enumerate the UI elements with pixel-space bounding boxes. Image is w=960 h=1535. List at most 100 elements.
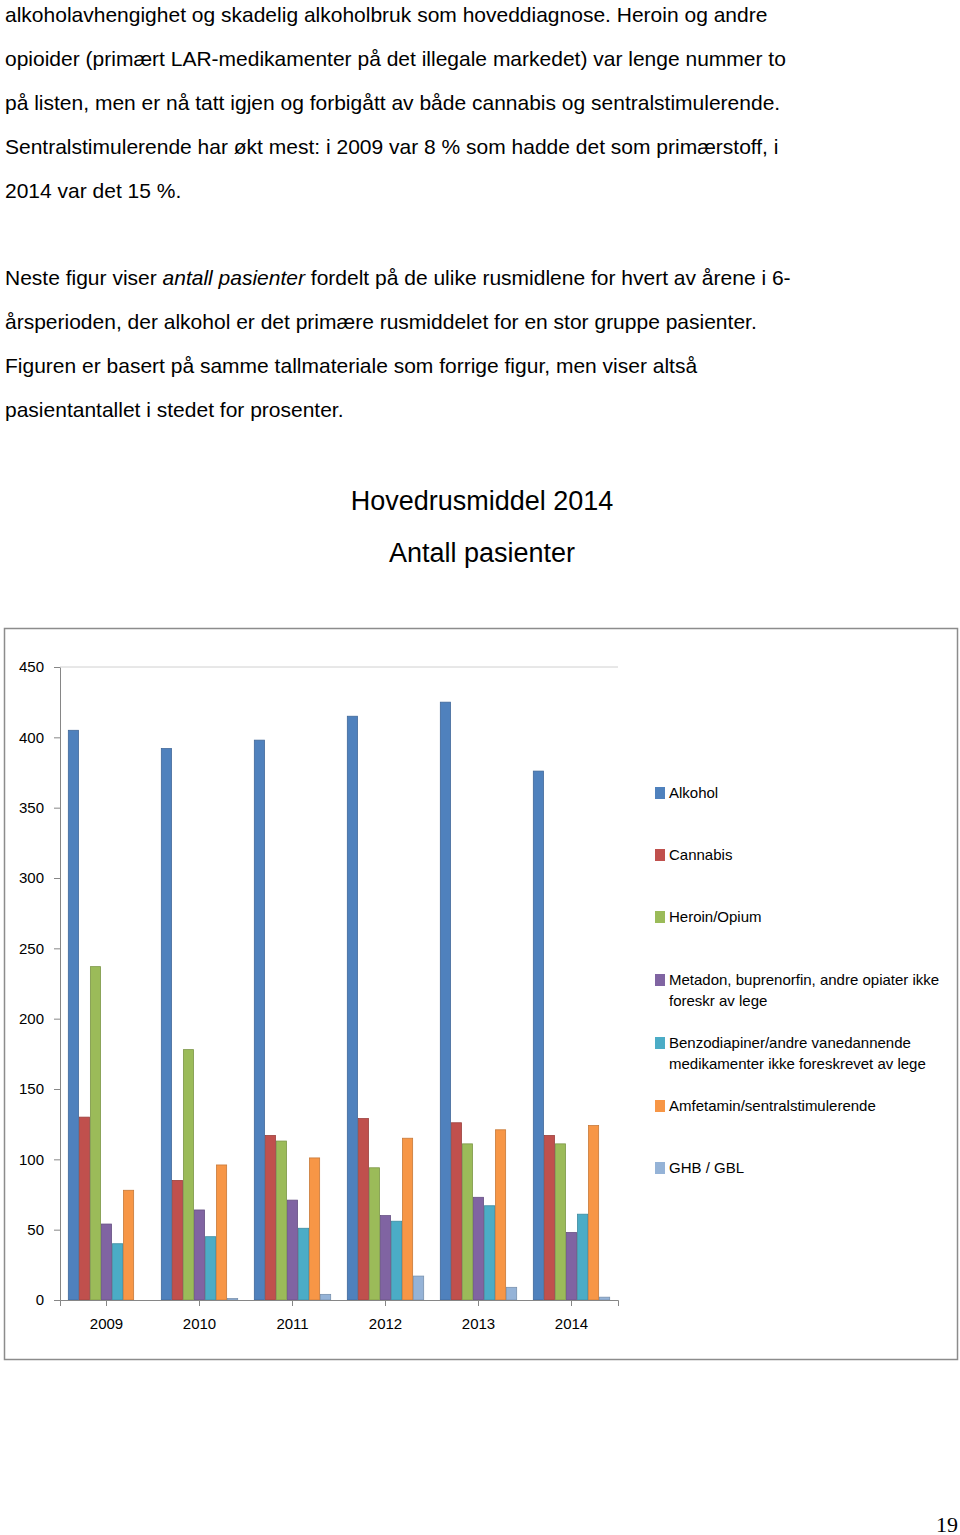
legend-swatch <box>655 911 665 923</box>
bar <box>183 1050 193 1300</box>
bar <box>451 1123 461 1300</box>
legend-label: Metadon, buprenorfin, andre opiater ikke… <box>669 971 939 1009</box>
legend-swatch <box>655 1162 665 1174</box>
page: alkoholavhengighet og skadelig alkoholbr… <box>0 0 960 1535</box>
legend-label: Heroin/Opium <box>669 908 762 925</box>
x-tick: 2014 <box>555 1300 588 1332</box>
bar-series <box>68 702 543 1300</box>
y-tick: 0 <box>36 1291 60 1308</box>
bar <box>135 1300 145 1301</box>
legend-label-line: GHB / GBL <box>669 1159 744 1176</box>
x-axis: 2009 2010 2011 2012 2013 2014 <box>61 1300 619 1332</box>
bar <box>347 716 357 1300</box>
page-number: 19 <box>936 1512 958 1535</box>
bar <box>265 1135 275 1300</box>
bar <box>402 1138 412 1300</box>
tick-label: 450 <box>19 658 44 675</box>
bar <box>358 1119 368 1300</box>
bar <box>462 1144 472 1300</box>
y-tick: 250 <box>19 940 60 957</box>
tick-label: 0 <box>36 1291 44 1308</box>
bar <box>205 1237 215 1300</box>
bar <box>484 1206 494 1300</box>
tick-mark <box>54 1019 60 1020</box>
legend-swatch <box>655 1037 665 1049</box>
legend-swatch <box>655 974 665 986</box>
tick-mark <box>54 737 60 738</box>
text-run: fordelt på de ulike rusmidlene for hvert… <box>305 266 791 289</box>
legend-label-line: Heroin/Opium <box>669 908 762 925</box>
x-tick: 2009 <box>90 1300 123 1332</box>
y-tick: 50 <box>27 1221 60 1238</box>
bar <box>600 1297 610 1300</box>
y-tick: 350 <box>19 799 60 816</box>
bar <box>544 1135 554 1300</box>
bar <box>276 1141 286 1300</box>
bar <box>228 1299 238 1300</box>
bar <box>369 1168 379 1300</box>
tick-label: 350 <box>19 799 44 816</box>
chart-title: Hovedrusmiddel 2014 <box>351 486 614 516</box>
text-run: opioider (primært LAR-medikamenter på de… <box>5 47 786 70</box>
chart-subtitle: Antall pasienter <box>389 538 575 568</box>
tick-label: 2012 <box>369 1315 402 1332</box>
tick-label: 2009 <box>90 1315 123 1332</box>
text-run: 2014 var det 15 %. <box>5 179 181 202</box>
paragraph-line: pasientantallet i stedet for prosenter. <box>5 398 344 421</box>
tick-mark <box>54 1089 60 1090</box>
tick-mark <box>199 1300 200 1306</box>
text-run: pasientantallet i stedet for prosenter. <box>5 398 344 421</box>
axis-line <box>61 1301 619 1307</box>
bar <box>495 1130 505 1300</box>
bars <box>68 702 609 1300</box>
legend-label: Alkohol <box>669 784 718 801</box>
x-tick: 2011 <box>276 1300 308 1332</box>
tick-label: 2013 <box>462 1315 495 1332</box>
legend-label: Cannabis <box>669 846 732 863</box>
text-run: antall pasienter <box>163 266 306 289</box>
legend-label-line: Metadon, buprenorfin, andre opiater ikke <box>669 971 939 988</box>
bar <box>380 1216 390 1300</box>
tick-mark <box>54 808 60 809</box>
tick-label: 50 <box>27 1221 44 1238</box>
legend-swatch <box>655 849 665 861</box>
y-tick: 100 <box>19 1151 60 1168</box>
tick-mark <box>54 1159 60 1160</box>
x-tick: 2012 <box>369 1300 402 1332</box>
bar <box>440 702 450 1300</box>
tick-mark <box>478 1300 479 1306</box>
paragraph-line: alkoholavhengighet og skadelig alkoholbr… <box>5 3 767 26</box>
legend-label-line: medikamenter ikke foreskrevet av lege <box>669 1055 926 1072</box>
bar <box>216 1165 226 1300</box>
tick-label: 150 <box>19 1080 44 1097</box>
paragraph-line: på listen, men er nå tatt igjen og forbi… <box>5 91 780 114</box>
text-run: alkoholavhengighet og skadelig alkoholbr… <box>5 3 767 26</box>
legend-label-line: foreskr av lege <box>669 992 767 1009</box>
bar <box>298 1228 308 1300</box>
bar <box>321 1294 331 1300</box>
bar <box>287 1200 297 1300</box>
tick-mark <box>54 1300 60 1301</box>
bar <box>414 1276 424 1300</box>
legend-label: GHB / GBL <box>669 1159 744 1176</box>
legend-swatch <box>655 787 665 799</box>
tick-label: 2010 <box>183 1315 216 1332</box>
bar <box>391 1221 401 1300</box>
paragraph-line: årsperioden, der alkohol er det primære … <box>5 310 757 333</box>
bar <box>533 771 543 1300</box>
y-tick: 150 <box>19 1080 60 1097</box>
tick-label: 400 <box>19 729 44 746</box>
tick-label: 2011 <box>276 1315 308 1332</box>
legend-label-line: Benzodiapiner/andre vanedannende <box>669 1034 911 1051</box>
legend-label: Benzodiapiner/andre vanedannende medikame… <box>669 1034 926 1072</box>
bar <box>507 1287 517 1300</box>
legend-label-line: Amfetamin/sentralstimulerende <box>669 1097 876 1114</box>
legend-swatch <box>655 1100 665 1112</box>
tick-mark <box>385 1300 386 1306</box>
bar <box>588 1126 598 1300</box>
text-run: Sentralstimulerende har økt mest: i 2009… <box>5 135 778 158</box>
bar <box>101 1224 111 1300</box>
tick-mark <box>54 878 60 879</box>
tick-label: 300 <box>19 869 44 886</box>
bar-series <box>228 1276 610 1300</box>
